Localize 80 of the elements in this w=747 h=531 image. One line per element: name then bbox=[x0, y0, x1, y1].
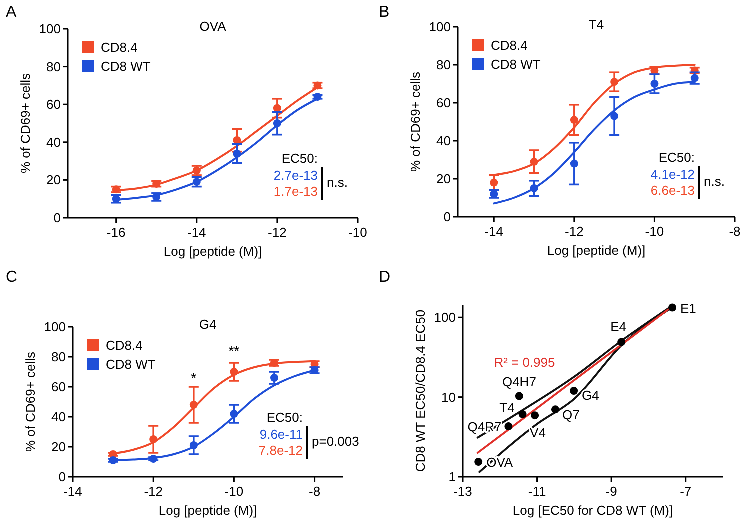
annotation: E4 bbox=[610, 319, 627, 334]
annotation: 4.1e-12 bbox=[650, 167, 695, 182]
y-tick-label: 0 bbox=[58, 470, 66, 484]
y-tick-label: 20 bbox=[52, 440, 66, 454]
y-tick-label: 100 bbox=[39, 22, 61, 36]
annotation: G4 bbox=[582, 388, 600, 403]
x-axis-title: Log [peptide (M)] bbox=[547, 243, 646, 258]
legend-label: CD8.4 bbox=[106, 338, 143, 353]
annotation: Q4H7 bbox=[502, 374, 536, 390]
x-tick-label: -11 bbox=[528, 484, 546, 499]
y-tick-label: 10 bbox=[442, 390, 456, 405]
y-axis-title: % of CD69+ cells bbox=[408, 71, 423, 172]
x-tick-label: -12 bbox=[565, 224, 584, 239]
annotation: n.s. bbox=[704, 174, 725, 189]
annotation: V4 bbox=[530, 426, 546, 441]
series-label: R² = 0.995 bbox=[494, 354, 556, 370]
legend-label: CD8 WT bbox=[101, 59, 151, 74]
x-tick-label: -8 bbox=[309, 484, 321, 499]
y-tick-label: 100 bbox=[434, 310, 456, 326]
x-axis-title: Log [peptide (M)] bbox=[164, 244, 262, 259]
y-tick-label: 0 bbox=[444, 210, 451, 224]
y-tick-label: 100 bbox=[44, 320, 66, 334]
x-axis-title: Log [peptide (M)] bbox=[158, 503, 258, 518]
annotation: ** bbox=[228, 343, 240, 359]
y-tick-label: 1 bbox=[448, 470, 456, 484]
x-tick-label: -13 bbox=[454, 484, 472, 499]
x-tick-label: -10 bbox=[348, 225, 368, 240]
x-tick-label: -14 bbox=[64, 484, 82, 499]
y-tick-label: 80 bbox=[46, 59, 61, 74]
y-tick-label: 40 bbox=[436, 134, 451, 148]
annotation: 7.8e-12 bbox=[258, 443, 303, 458]
annotation: E1 bbox=[680, 300, 696, 316]
legend-label: CD8.4 bbox=[491, 38, 528, 53]
chart-title: T4 bbox=[588, 17, 604, 32]
legend-label: CD8 WT bbox=[106, 357, 156, 372]
x-tick-label: -10 bbox=[224, 484, 244, 499]
x-tick-label: -10 bbox=[645, 224, 664, 239]
annotation: 2.7e-13 bbox=[274, 168, 318, 183]
x-tick-label: -9 bbox=[606, 484, 618, 499]
y-axis-title: % of CD69+ cells bbox=[23, 351, 38, 452]
y-axis-title: % of CD69+ cells bbox=[18, 72, 33, 174]
legend-label: CD8 WT bbox=[491, 57, 541, 72]
annotation: EC50: bbox=[266, 410, 303, 425]
annotation: * bbox=[191, 370, 198, 386]
annotation: EC50: bbox=[658, 150, 695, 165]
text: B bbox=[379, 4, 390, 21]
x-tick-label: -12 bbox=[268, 225, 287, 240]
y-tick-label: 20 bbox=[436, 172, 451, 186]
x-tick-label: -16 bbox=[106, 225, 126, 240]
annotation: 9.6e-11 bbox=[260, 427, 303, 442]
chart-title: OVA bbox=[200, 19, 227, 34]
y-tick-label: 0 bbox=[54, 210, 61, 226]
annotation: Q7 bbox=[562, 408, 580, 423]
x-tick-label: -14 bbox=[187, 225, 206, 240]
annotation: p=0.003 bbox=[312, 434, 360, 449]
x-axis-title: Log [EC50 for CD8 WT (M)] bbox=[512, 503, 674, 518]
y-tick-label: 80 bbox=[52, 350, 66, 364]
text: A bbox=[6, 4, 17, 21]
chart-title: G4 bbox=[199, 317, 217, 332]
y-tick-label: 60 bbox=[46, 97, 61, 112]
text: D bbox=[379, 269, 391, 286]
y-tick-label: 60 bbox=[52, 380, 66, 394]
x-tick-label: -14 bbox=[484, 224, 504, 239]
y-tick-label: 80 bbox=[436, 58, 451, 72]
annotation: n.s. bbox=[327, 175, 348, 190]
annotation: 6.6e-13 bbox=[650, 183, 695, 198]
y-axis-title: CD8 WT EC50/CD8.4 EC50 bbox=[413, 310, 428, 472]
annotation: T4 bbox=[500, 400, 515, 416]
x-tick-label: -8 bbox=[729, 224, 741, 239]
text: C bbox=[6, 269, 18, 286]
y-tick-label: 40 bbox=[52, 410, 66, 424]
x-tick-label: -12 bbox=[144, 484, 163, 499]
y-tick-label: 60 bbox=[436, 96, 451, 110]
y-tick-label: 20 bbox=[46, 172, 61, 188]
legend-label: CD8.4 bbox=[101, 40, 138, 55]
y-tick-label: 40 bbox=[46, 134, 61, 150]
x-tick-label: -7 bbox=[680, 484, 692, 499]
annotation: EC50: bbox=[282, 151, 318, 166]
y-tick-label: 100 bbox=[429, 20, 451, 34]
annotation: 1.7e-13 bbox=[274, 184, 318, 199]
